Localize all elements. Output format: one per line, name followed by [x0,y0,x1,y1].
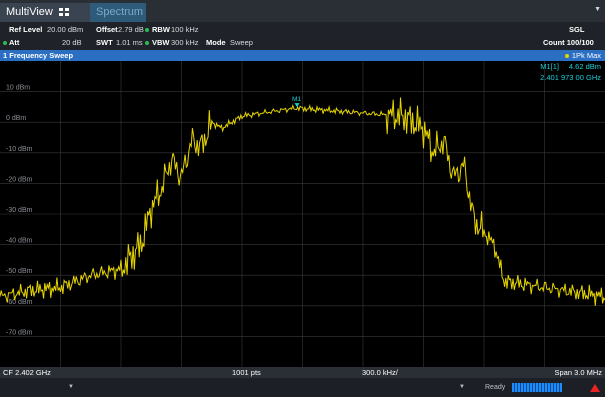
rbw-label: RBW [152,25,170,34]
y-tick-label: -70 dBm [6,329,33,336]
grid-icon [58,8,69,17]
trace-label-text: 1Pk Max [571,51,601,60]
marker-plot-label: M1 [292,96,301,103]
marker-m1[interactable]: M1 [292,96,301,108]
vbw-status-dot [145,41,149,45]
center-frequency[interactable]: CF 2.402 GHz [3,368,51,377]
swt-label: SWT [96,38,113,47]
y-tick-label: -20 dBm [6,176,33,183]
chevron-down-icon[interactable]: ▼ [68,384,74,390]
param-row-1: Ref Level 20.00 dBm Offset 2.79 dB RBW 1… [0,23,605,36]
y-tick-label: 10 dBm [6,85,30,92]
chevron-down-icon[interactable]: ▼ [459,384,465,390]
att-label: Att [9,38,20,47]
sgl-label: SGL [569,25,585,34]
spectrum-plot[interactable]: 10 dBm 0 dBm -10 dBm -20 dBm -30 dBm -40 dBm -… [0,61,605,367]
sweep-progress-fill [512,383,562,392]
rbw-status-dot [145,28,149,32]
plot-grid [0,61,605,367]
offset-value[interactable]: 2.79 dB [118,25,144,34]
rbw-value[interactable]: 100 kHz [171,25,199,34]
marker-frequency: 2.401 973 00 GHz [540,73,601,82]
mode-value[interactable]: Sweep [230,38,253,47]
count-label: Count 100/100 [543,38,594,47]
frequency-division: 300.0 kHz/ [362,368,398,377]
sweep-progress-bar [512,383,562,392]
marker-name: M1[1] [540,62,559,71]
trace-dot-icon [564,54,569,59]
parameter-panel: Ref Level 20.00 dBm Offset 2.79 dB RBW 1… [0,22,605,50]
tab-multiview-label: MultiView [6,6,53,18]
y-tick-label: -10 dBm [6,146,33,153]
trace-label: 1Pk Max [564,50,601,61]
offset-label: Offset [96,25,118,34]
span-value[interactable]: Span 3.0 MHz [554,368,602,377]
mode-label: Mode [206,38,226,47]
y-tick-labels: 10 dBm 0 dBm -10 dBm -20 dBm -30 dBm -40 dBm -… [6,85,33,337]
y-tick-label: -50 dBm [6,268,33,275]
tab-spectrum[interactable]: Spectrum [90,3,146,22]
marker-level: 4.62 dBm [568,62,601,71]
window-title-bar[interactable]: 1 Frequency Sweep 1Pk Max [0,50,605,61]
chevron-down-icon[interactable]: ▼ [594,6,601,13]
top-tab-bar: MultiView Spectrum ▼ [0,0,605,22]
swt-value[interactable]: 1.01 ms [116,38,143,47]
y-tick-label: 0 dBm [6,115,26,122]
sweep-points[interactable]: 1001 pts [232,368,261,377]
tab-spectrum-label: Spectrum [96,6,144,18]
att-status-dot [3,41,7,45]
ref-level-label: Ref Level [9,25,43,34]
ready-status: Ready [485,384,506,391]
param-row-2: Att 20 dB SWT 1.01 ms VBW 300 kHz Mode S… [0,36,605,49]
trace-line [0,97,605,306]
warning-icon[interactable] [590,384,600,392]
marker-triangle-icon[interactable] [294,103,300,108]
status-bar: ▼ ▼ Ready [0,378,605,397]
window-title: 1 Frequency Sweep [3,51,74,60]
tab-multiview[interactable]: MultiView [0,3,90,22]
vbw-value[interactable]: 300 kHz [171,38,199,47]
att-value[interactable]: 20 dB [62,38,82,47]
y-tick-label: -30 dBm [6,207,33,214]
y-tick-label: -60 dBm [6,299,33,306]
bottom-axis-bar: CF 2.402 GHz 1001 pts 300.0 kHz/ Span 3.… [0,367,605,378]
vbw-label: VBW [152,38,170,47]
y-tick-label: -40 dBm [6,238,33,245]
ref-level-value[interactable]: 20.00 dBm [47,25,84,34]
